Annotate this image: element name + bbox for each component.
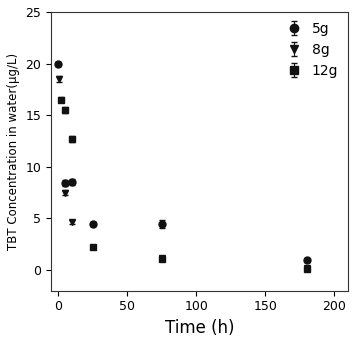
X-axis label: Time (h): Time (h) [165, 319, 234, 337]
Legend: 5g, 8g, 12g: 5g, 8g, 12g [274, 16, 344, 83]
Y-axis label: TBT Concentration in water(μg/L): TBT Concentration in water(μg/L) [7, 53, 20, 250]
